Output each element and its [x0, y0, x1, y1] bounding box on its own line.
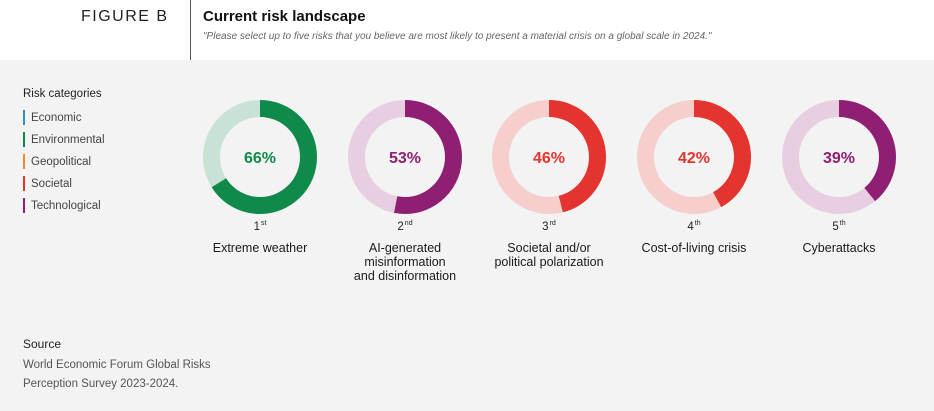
risk-label-line: Extreme weather	[212, 241, 308, 255]
legend-item: Environmental	[23, 132, 105, 147]
donut-chart: 46%	[492, 100, 606, 214]
donut-value-label: 39%	[823, 150, 855, 167]
risk-label: Cost-of-living crisis	[624, 241, 764, 255]
rank-number: 5	[832, 221, 839, 233]
legend-label: Societal	[31, 177, 72, 190]
legend-label: Environmental	[31, 133, 105, 146]
risk-label-line: Cyberattacks	[802, 241, 876, 255]
donut-chart: 39%	[782, 100, 896, 214]
legend-item: Technological	[23, 198, 101, 213]
legend-label: Technological	[31, 199, 101, 212]
rank-number: 3	[542, 221, 549, 233]
rank-suffix: nd	[404, 220, 413, 227]
chart-title: Current risk landscape	[203, 8, 366, 25]
rank-suffix: th	[694, 220, 701, 227]
donut-chart: 53%	[348, 100, 462, 214]
legend-swatch	[23, 176, 25, 191]
rank-number: 1	[253, 221, 260, 233]
donut-charts: 66% 53% 46% 42% 39%	[203, 100, 896, 214]
risk-label: Cyberattacks	[769, 241, 909, 255]
rank-label: 5th	[819, 220, 859, 233]
source-title: Source	[23, 337, 62, 351]
risk-label: Societal and/or political polarization	[479, 241, 619, 269]
donut-chart: 42%	[637, 100, 751, 214]
risk-label: AI-generated misinformation and disinforma…	[335, 241, 475, 283]
risk-label: Extreme weather	[190, 241, 330, 255]
legend-item: Societal	[23, 176, 72, 191]
risk-label-line: political polarization	[494, 255, 604, 269]
rank-label: 3rd	[529, 220, 569, 233]
rank-label: 4th	[674, 220, 714, 233]
donut-value-arc	[348, 100, 462, 214]
donut-value-arc	[492, 100, 606, 214]
risk-label-line: Cost-of-living crisis	[641, 241, 747, 255]
header-divider	[190, 0, 191, 60]
figure-label: FIGURE B	[81, 8, 169, 25]
donut-chart: 66%	[203, 100, 317, 214]
legend-swatch	[23, 198, 25, 213]
chart-subtitle: "Please select up to five risks that you…	[203, 31, 712, 42]
legend-item: Geopolitical	[23, 154, 91, 169]
legend-label: Economic	[31, 111, 82, 124]
legend-label: Geopolitical	[31, 155, 92, 168]
legend-swatch	[23, 132, 25, 147]
legend-item: Economic	[23, 110, 82, 125]
chart-panel: Risk categories Economic Environmental Geo…	[0, 60, 934, 411]
donut-value-label: 46%	[533, 150, 565, 167]
donut-value-arc	[782, 100, 896, 214]
donut-value-arc	[637, 100, 751, 214]
figure-header: FIGURE B Current risk landscape "Please …	[0, 0, 934, 60]
legend-swatch	[23, 154, 25, 169]
rank-label: 1st	[240, 220, 280, 233]
rank-label: 2nd	[385, 220, 425, 233]
rank-suffix: st	[260, 220, 267, 227]
legend-title: Risk categories	[23, 88, 102, 100]
donut-value-arc	[203, 100, 317, 214]
rank-suffix: th	[839, 220, 846, 227]
legend-swatch	[23, 110, 25, 125]
rank-number: 2	[397, 221, 404, 233]
risk-label-line: Societal and/or	[507, 241, 591, 255]
rank-suffix: rd	[549, 220, 556, 227]
donut-value-label: 53%	[389, 150, 421, 167]
rank-number: 4	[687, 221, 694, 233]
risk-label-line: misinformation	[364, 255, 446, 269]
source-text: World Economic Forum Global Risks Percep…	[23, 359, 211, 390]
risk-label-line: and disinformation	[353, 269, 457, 283]
donut-value-label: 66%	[244, 150, 276, 167]
donut-value-label: 42%	[678, 150, 710, 167]
risk-label-line: AI-generated	[368, 241, 442, 255]
